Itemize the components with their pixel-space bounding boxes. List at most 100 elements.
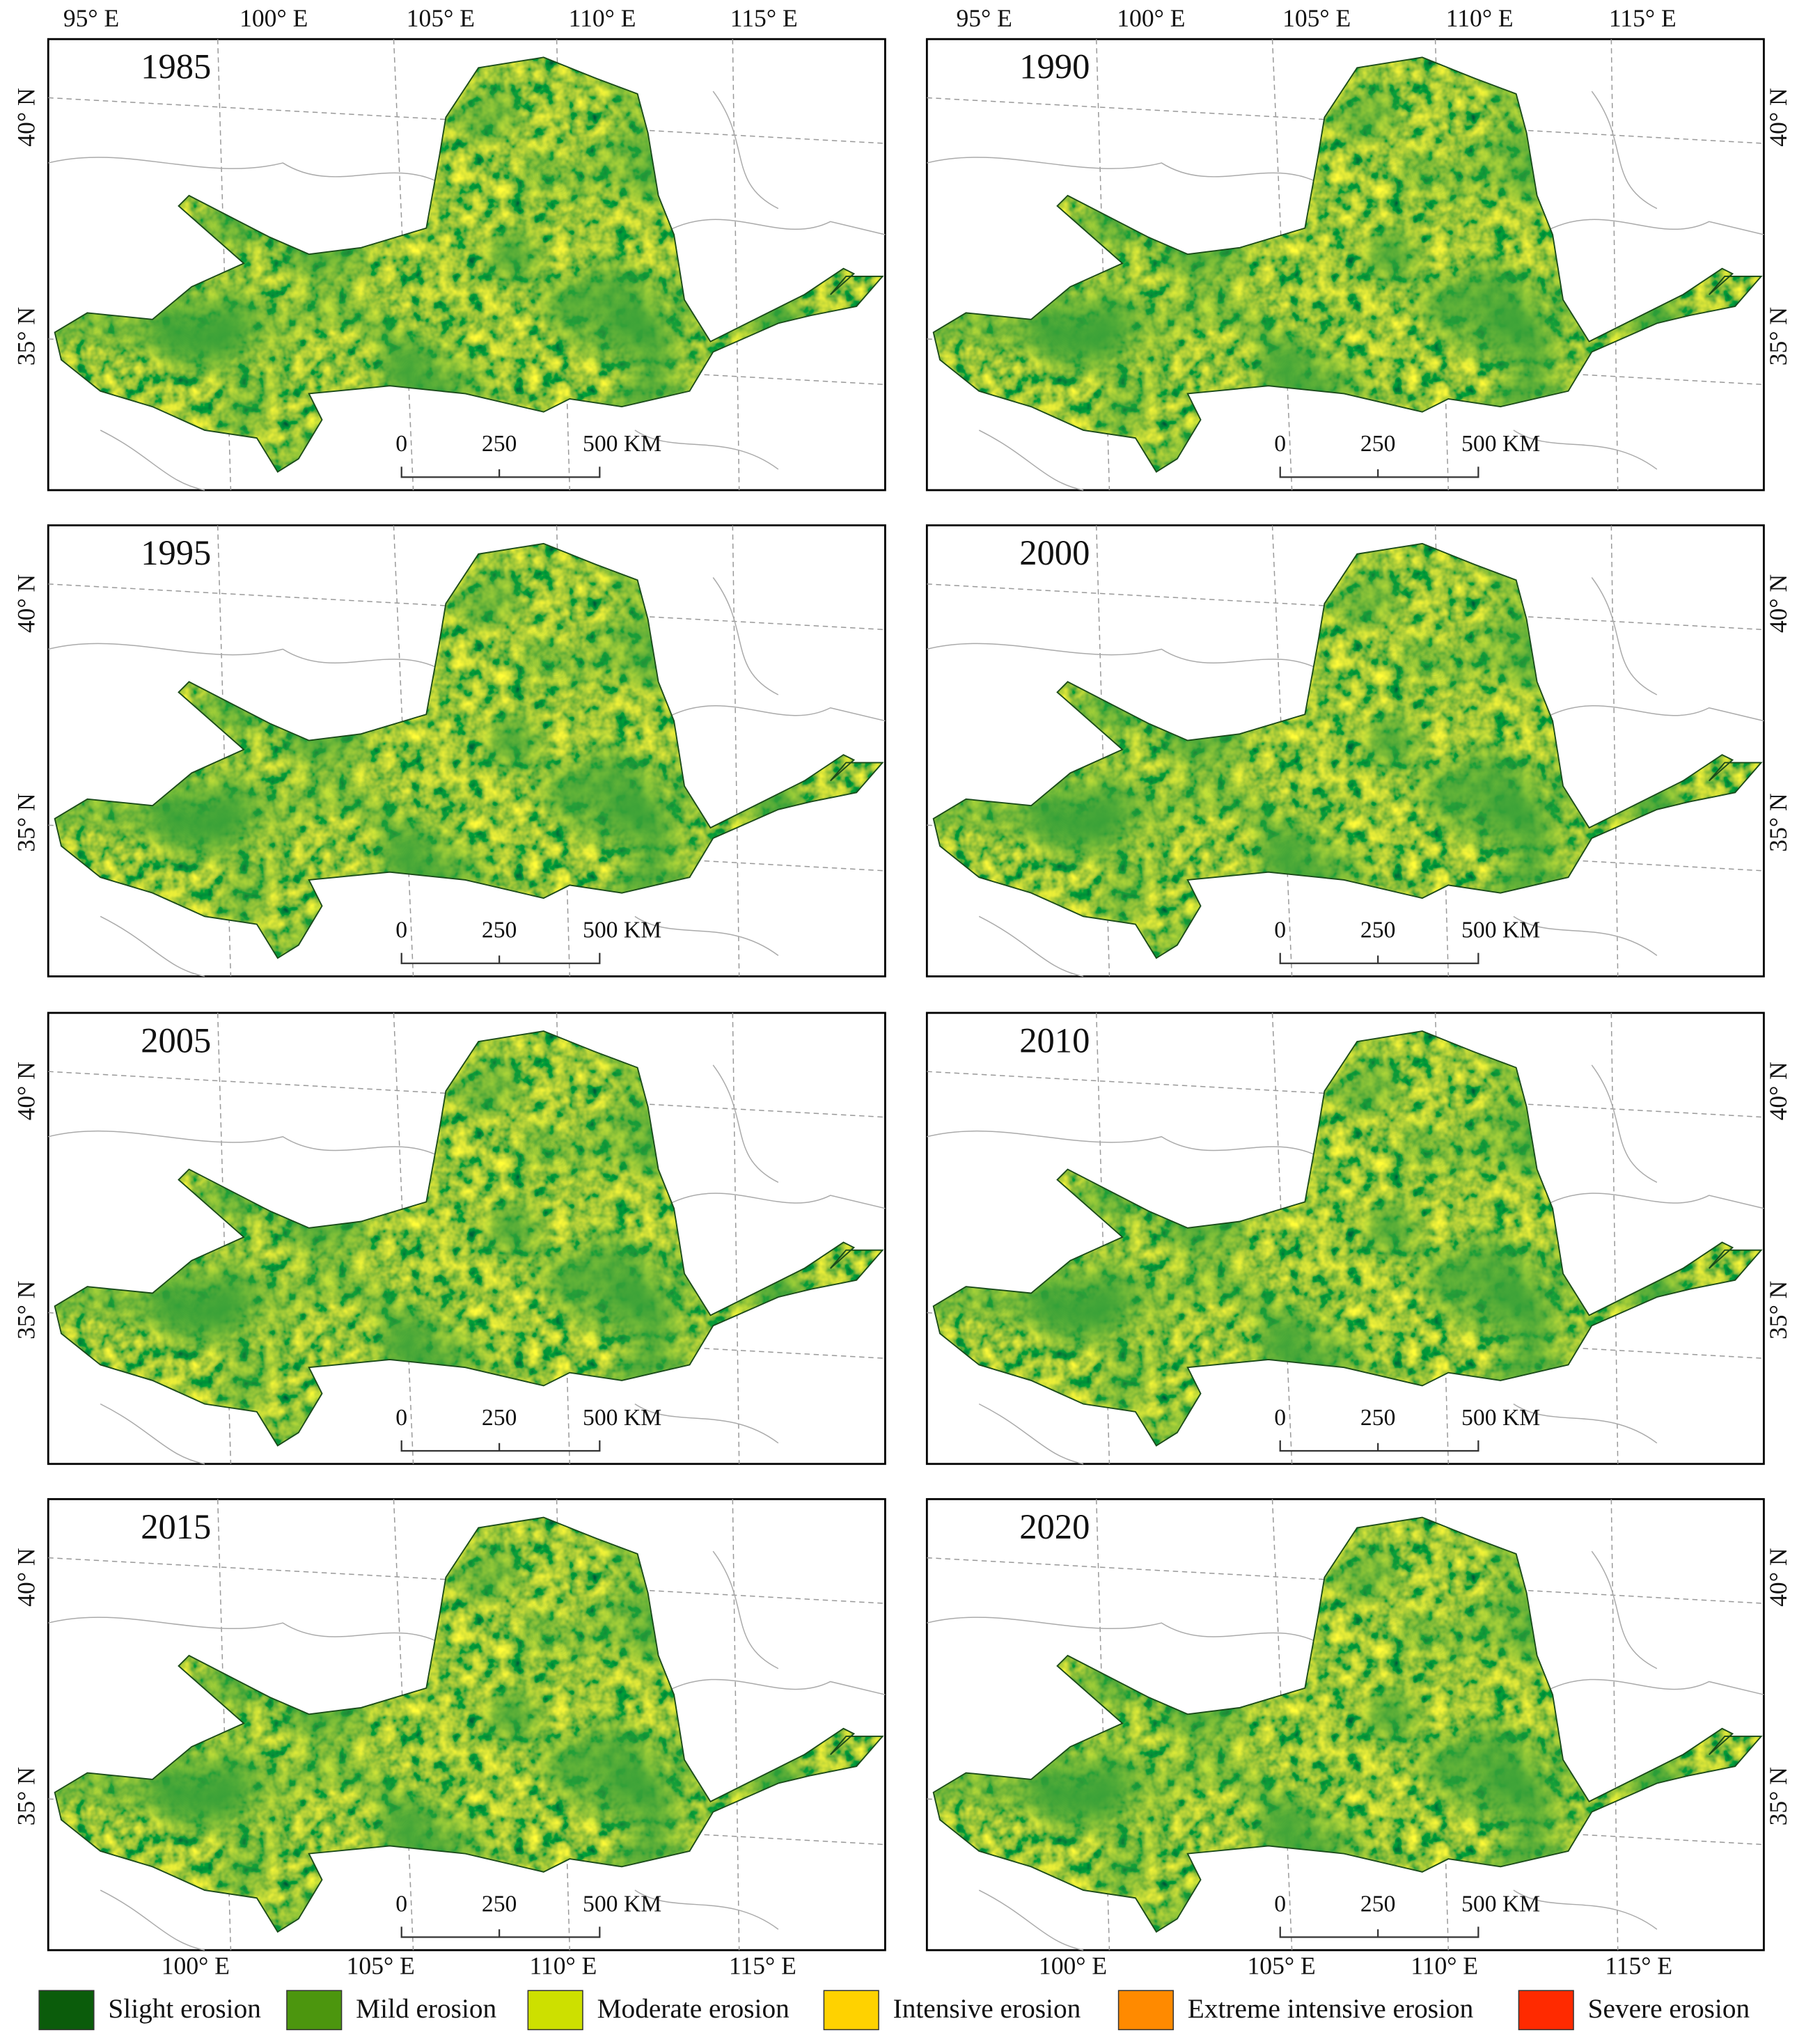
lon-label-top: 100° E bbox=[1117, 4, 1185, 32]
graticule bbox=[1610, 1499, 1619, 1951]
lat-label: 35° N bbox=[12, 793, 40, 851]
year-label: 1995 bbox=[141, 533, 211, 572]
legend-swatch bbox=[1117, 1990, 1174, 2031]
scale-label: 0 bbox=[395, 918, 407, 943]
scale-label: 500 KM bbox=[583, 1405, 661, 1431]
lon-label-top: 115° E bbox=[730, 4, 798, 32]
lat-label: 35° N bbox=[1764, 1767, 1792, 1825]
scale-label: 0 bbox=[395, 431, 407, 457]
basin-outline bbox=[54, 542, 884, 959]
scale-label: 500 KM bbox=[583, 431, 661, 457]
graticule bbox=[1610, 1012, 1619, 1464]
graticule bbox=[1271, 1012, 1293, 1464]
map-panel: 2000 0 250 500 KM bbox=[925, 524, 1765, 977]
basin-outline bbox=[54, 56, 884, 473]
legend-swatch bbox=[1518, 1990, 1574, 2031]
scale-bar bbox=[400, 1440, 601, 1452]
basin-outline bbox=[54, 1516, 884, 1933]
lon-label-top: 115° E bbox=[1609, 4, 1677, 32]
lat-label: 40° N bbox=[12, 1548, 40, 1606]
basin-outline bbox=[54, 1030, 884, 1447]
scale-label: 250 bbox=[482, 1405, 517, 1431]
scale-label: 0 bbox=[1274, 431, 1286, 457]
scale-label: 250 bbox=[1360, 431, 1396, 457]
scale-label: 250 bbox=[1360, 918, 1396, 943]
province-boundary bbox=[48, 577, 886, 977]
lat-label: 40° N bbox=[1764, 1062, 1792, 1120]
scale-label: 0 bbox=[395, 1405, 407, 1431]
year-label: 2010 bbox=[1019, 1021, 1090, 1060]
province-boundary bbox=[927, 1550, 1764, 1951]
lat-label: 35° N bbox=[12, 307, 40, 365]
lon-label-bottom: 105° E bbox=[347, 1952, 415, 1980]
scale-label: 0 bbox=[1274, 918, 1286, 943]
lat-label: 35° N bbox=[12, 1281, 40, 1339]
lon-label-top: 100° E bbox=[240, 4, 308, 32]
lat-label: 35° N bbox=[1764, 307, 1792, 365]
map-panel: 1990 0 250 500 KM bbox=[925, 38, 1765, 492]
lat-label: 35° N bbox=[12, 1767, 40, 1825]
lon-label-top: 110° E bbox=[569, 4, 636, 32]
legend-swatch bbox=[527, 1990, 583, 2031]
year-label: 1990 bbox=[1019, 47, 1090, 86]
graticule bbox=[927, 583, 1764, 631]
graticule bbox=[48, 583, 886, 631]
province-boundary bbox=[48, 91, 886, 491]
year-label: 1985 bbox=[141, 47, 211, 86]
lon-label-bottom: 100° E bbox=[1039, 1952, 1107, 1980]
lon-label-top: 110° E bbox=[1446, 4, 1514, 32]
scale-label: 0 bbox=[1274, 1891, 1286, 1917]
map-panel: 2010 0 250 500 KM bbox=[925, 1012, 1765, 1465]
graticule bbox=[393, 1012, 414, 1464]
graticule bbox=[732, 1012, 740, 1464]
scale-bar bbox=[400, 952, 601, 964]
map-panel: 1985 0 250 500 KM bbox=[47, 38, 886, 492]
province-boundary bbox=[927, 577, 1764, 977]
graticule bbox=[393, 39, 414, 491]
basin-outline bbox=[932, 542, 1763, 959]
scale-label: 500 KM bbox=[1461, 1405, 1540, 1431]
scale-label: 250 bbox=[1360, 1405, 1396, 1431]
lat-label: 35° N bbox=[1764, 1281, 1792, 1339]
year-label: 2020 bbox=[1019, 1507, 1090, 1546]
lon-label-bottom: 110° E bbox=[529, 1952, 597, 1980]
province-boundary bbox=[48, 1064, 886, 1465]
lon-label-bottom: 115° E bbox=[1605, 1952, 1672, 1980]
province-boundary bbox=[927, 1064, 1764, 1465]
graticule bbox=[1610, 39, 1619, 491]
basin-outline bbox=[932, 56, 1763, 473]
scale-label: 250 bbox=[482, 431, 517, 457]
legend-label: Moderate erosion bbox=[597, 1993, 790, 2024]
lat-label: 40° N bbox=[1764, 574, 1792, 633]
year-label: 2000 bbox=[1019, 533, 1090, 572]
year-label: 2005 bbox=[141, 1021, 211, 1060]
legend-label: Severe erosion bbox=[1588, 1993, 1750, 2024]
map-panel: 2005 0 250 500 KM bbox=[47, 1012, 886, 1465]
legend-label: Slight erosion bbox=[108, 1993, 261, 2024]
scale-label: 250 bbox=[482, 1891, 517, 1917]
map-panel: 2020 0 250 500 KM bbox=[925, 1497, 1765, 1951]
lat-label: 40° N bbox=[1764, 1548, 1792, 1606]
graticule bbox=[1271, 39, 1293, 491]
scale-bar bbox=[1279, 1440, 1479, 1452]
year-label: 2015 bbox=[141, 1507, 211, 1546]
graticule bbox=[48, 1071, 886, 1118]
scale-label: 0 bbox=[395, 1891, 407, 1917]
scale-bar bbox=[400, 1926, 601, 1938]
graticule bbox=[48, 97, 886, 144]
graticule bbox=[48, 1557, 886, 1604]
graticule bbox=[1610, 525, 1619, 977]
basin-outline bbox=[932, 1030, 1763, 1447]
scale-label: 500 KM bbox=[1461, 431, 1540, 457]
graticule bbox=[732, 39, 740, 491]
lat-label: 35° N bbox=[1764, 793, 1792, 851]
legend-swatch bbox=[823, 1990, 879, 2031]
scale-label: 500 KM bbox=[583, 918, 661, 943]
graticule bbox=[927, 1071, 1764, 1118]
graticule bbox=[393, 1499, 414, 1951]
legend-swatch bbox=[38, 1990, 95, 2031]
map-panel: 2015 0 250 500 KM bbox=[47, 1497, 886, 1951]
lat-label: 40° N bbox=[12, 88, 40, 146]
map-panel: 1995 0 250 500 KM bbox=[47, 524, 886, 977]
lon-label-top: 105° E bbox=[1282, 4, 1351, 32]
